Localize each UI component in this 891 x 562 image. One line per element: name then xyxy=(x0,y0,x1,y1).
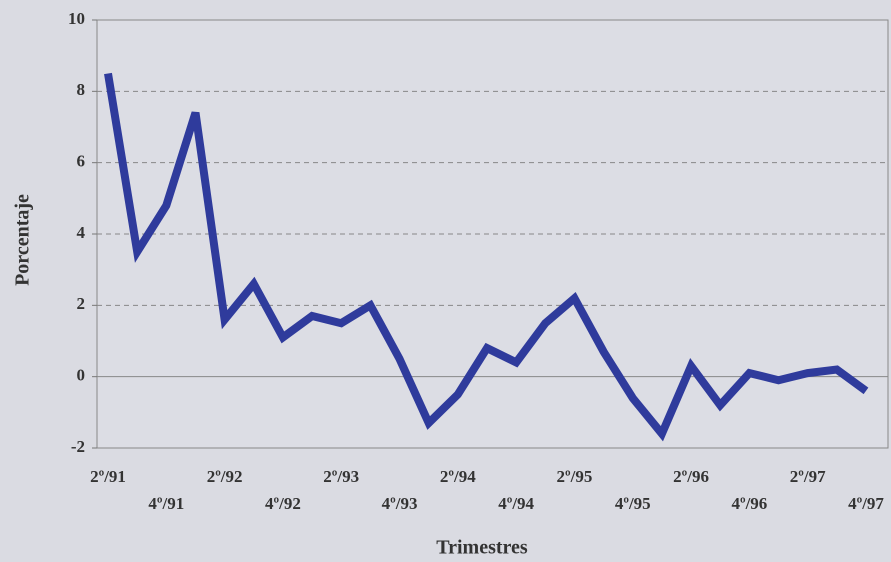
data-line xyxy=(104,72,869,442)
y-tick-label: 10 xyxy=(68,9,85,28)
x-tick-label: 2º/91 xyxy=(90,467,126,486)
x-tick-label: 4º/97 xyxy=(848,494,884,513)
x-tick-label: 2º/92 xyxy=(207,467,243,486)
x-tick-label: 4º/91 xyxy=(148,494,184,513)
x-tick-label: 4º/96 xyxy=(731,494,767,513)
x-tick-label: 2º/96 xyxy=(673,467,709,486)
x-tick-label: 4º/93 xyxy=(382,494,418,513)
x-tick-label: 2º/93 xyxy=(323,467,359,486)
x-tick-label: 2º/94 xyxy=(440,467,476,486)
x-axis-label: Trimestres xyxy=(436,537,528,559)
y-tick-label: 8 xyxy=(77,80,86,99)
x-tick-label: 4º/94 xyxy=(498,494,534,513)
y-tick-label: 2 xyxy=(77,294,86,313)
x-tick-label: 2º/97 xyxy=(790,467,826,486)
y-tick-label: 4 xyxy=(77,223,86,242)
x-tick-label: 4º/95 xyxy=(615,494,651,513)
y-tick-label: -2 xyxy=(71,437,85,456)
y-tick-label: 0 xyxy=(77,366,86,385)
x-tick-label: 2º/95 xyxy=(557,467,593,486)
y-tick-label: 6 xyxy=(77,152,86,171)
y-axis-label: Porcentaje xyxy=(12,194,34,286)
x-tick-label: 4º/92 xyxy=(265,494,301,513)
